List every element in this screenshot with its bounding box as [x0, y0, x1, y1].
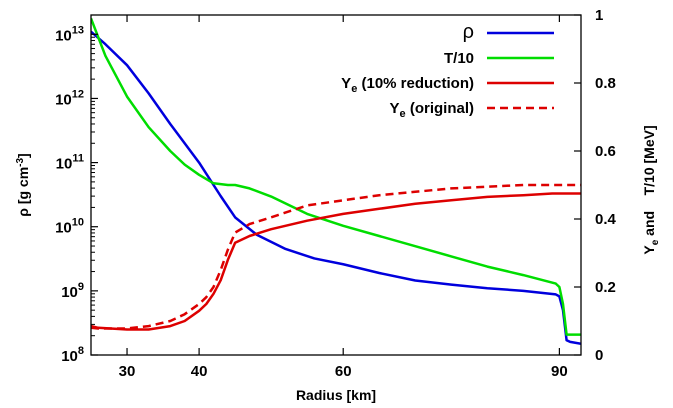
legend-label: Ye (original) — [390, 100, 474, 120]
y-right-tick-label: 1 — [595, 7, 603, 24]
y-left-tick-label: 109 — [61, 281, 84, 301]
series-layer — [91, 17, 581, 345]
legend-label-sub: e — [351, 83, 357, 95]
y-right-label-ye-sub: e — [650, 239, 661, 245]
y-left-label-tail: ] — [15, 153, 31, 158]
y-left-tick-base: 10 — [55, 220, 72, 237]
legend-label-base: Y — [390, 100, 400, 117]
series-line-ye-10-reduction — [91, 192, 581, 331]
y-left-tick-base: 10 — [61, 348, 78, 365]
legend-label: Ye (10% reduction) — [341, 75, 474, 95]
y-right-label-rest: and T/10 [MeV] — [641, 125, 657, 239]
y-right-label-ye: Y — [641, 245, 657, 255]
y-left-tick-base: 10 — [56, 156, 73, 173]
y-left-tick-base: 10 — [61, 284, 78, 301]
x-tick-label: 30 — [119, 363, 136, 380]
y-left-tick-label: 1013 — [55, 24, 84, 44]
legend-label-base: Y — [341, 75, 351, 92]
y-right-tick-label: 0.8 — [595, 75, 616, 92]
legend-label-tail: (10% reduction) — [357, 75, 474, 92]
legend-label: ρ — [463, 21, 474, 43]
series-line-t-10 — [91, 17, 581, 336]
y-right-axis-label: Ye and T/10 [MeV] — [641, 125, 661, 254]
y-left-tick-base: 10 — [55, 27, 72, 44]
y-left-tick-label: 1012 — [55, 88, 84, 108]
plot-frame — [90, 14, 582, 356]
y-left-tick-label: 108 — [61, 345, 84, 365]
y-left-tick-exponent: 10 — [72, 217, 84, 229]
y-left-tick-base: 10 — [55, 91, 72, 108]
y-left-tick-exponent: 11 — [72, 153, 84, 165]
series-line-ye-original — [91, 183, 581, 330]
y-right-tick-label: 0 — [595, 347, 603, 364]
y-right-tick-label: 0.2 — [595, 279, 616, 296]
x-tick-label: 60 — [335, 363, 352, 380]
y-left-tick-label: 1010 — [55, 217, 84, 237]
x-axis-label: Radius [km] — [296, 387, 376, 403]
legend-label-sub: e — [400, 108, 406, 120]
y-left-label-main: ρ [g cm — [15, 167, 31, 217]
y-left-tick-exponent: 9 — [78, 281, 84, 293]
y-left-axis-label: ρ [g cm-3] — [15, 153, 31, 216]
x-tick-label: 40 — [191, 363, 208, 380]
legend-label: T/10 — [444, 50, 474, 67]
y-left-tick-exponent: 13 — [72, 24, 84, 36]
legend-label-tail: (original) — [406, 100, 474, 117]
y-left-tick-label: 1011 — [56, 153, 84, 173]
y-right-tick-label: 0.6 — [595, 143, 616, 160]
y-left-label-sup: -3 — [15, 158, 26, 167]
y-left-tick-exponent: 12 — [72, 88, 84, 100]
ticks-layer: 30 40 60 90108109101010111012101300.20.40.6… — [55, 7, 616, 380]
y-left-tick-exponent: 8 — [78, 345, 84, 357]
y-right-tick-label: 0.4 — [595, 211, 617, 228]
series-line-rho — [91, 30, 581, 345]
x-tick-label: 90 — [551, 363, 568, 380]
